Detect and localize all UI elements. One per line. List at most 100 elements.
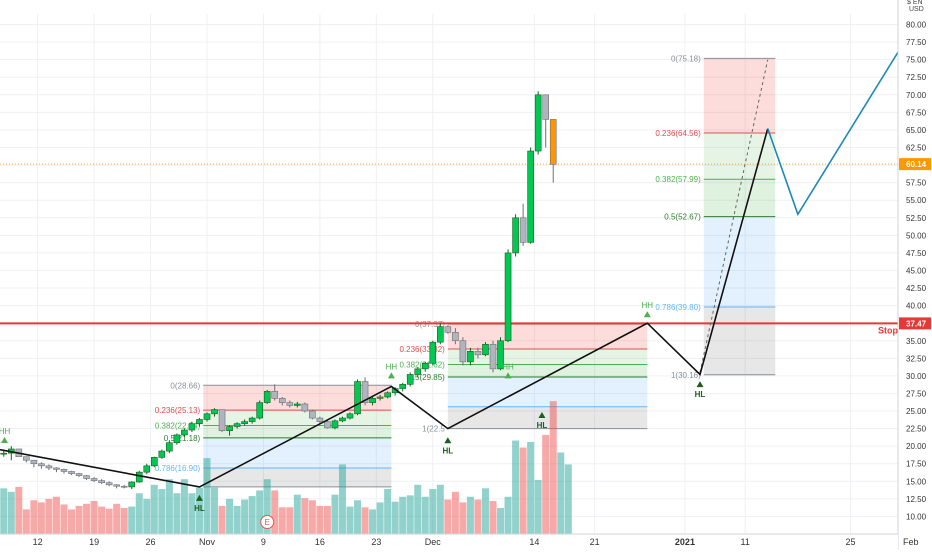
candle-body [384,392,391,398]
volume-bar [354,500,362,534]
volume-bar [256,490,264,534]
event-marker [260,515,275,529]
price-tick-label: 55.00 [906,196,927,205]
volume-bar [211,487,219,534]
volume-bar [504,496,512,534]
candle [263,389,271,404]
candle [83,474,90,480]
volume-bar [331,494,339,534]
price-tick-label: 45.00 [906,266,927,275]
candle [98,479,105,485]
volume-bar [338,464,346,534]
candle-body [45,465,53,469]
candle-body [474,350,482,356]
candle [128,481,136,490]
fib-level-label: 1(22.5 [422,425,445,434]
time-tick-label: 11 [740,537,749,547]
fib-zone [447,406,648,429]
volume-bar [474,499,482,534]
volume-bar [52,496,60,534]
volume-bar [369,509,377,534]
volume-bar [15,486,23,534]
volume-bar [534,479,542,534]
candle-body [38,463,45,467]
price-tick-label: 20.00 [906,442,927,451]
candle [512,214,519,257]
time-tick-label: 21 [590,537,600,547]
volume-bar [203,458,211,534]
price-tick-label: 17.50 [906,460,927,469]
candle-body [489,343,497,370]
candle-body [83,475,90,479]
pivot-label: HH [502,362,514,371]
candle-body [226,426,233,432]
candle-body [233,423,241,427]
fib-zone [703,58,776,134]
price-tick-label: 30.00 [906,372,927,381]
candle-body [23,456,30,461]
candle [294,401,301,408]
price-tick-label: 67.50 [906,108,927,117]
candle-body [143,465,151,473]
candle-body [542,94,549,120]
candle [444,325,452,334]
volume-bar [286,507,294,534]
volume-bar [143,498,151,534]
candle [75,472,83,478]
candle [384,391,391,399]
candle [467,347,474,366]
time-tick-label: 23 [371,537,381,547]
candle-body [421,362,429,370]
candle-body [429,341,437,364]
candle-body [211,409,218,415]
volume-bar [346,506,354,534]
volume-bar [22,509,30,534]
volume-bar [293,494,301,534]
candle [497,337,504,371]
candle-body [30,459,38,465]
volume-bar [399,496,407,534]
fib-level-label: 0.5(29.85) [408,373,445,382]
candle [38,462,45,469]
candle-body [196,419,203,424]
candle [474,347,482,359]
candle-body [68,471,75,474]
time-tick-label: Dec [425,537,442,547]
candle [23,456,30,463]
price-tick-label: 70.00 [906,91,927,100]
volume-bar [105,508,113,534]
volume-bar [195,487,203,534]
fib-level-label: 0.786(16.90) [155,464,201,473]
candle-body [339,417,346,422]
price-tick-label: 62.50 [906,144,927,153]
volume-bar [549,401,557,534]
volume-bar [90,500,98,534]
volume-bar [391,501,399,534]
candle [151,456,158,468]
volume-bar [542,434,550,534]
candle-body [151,457,158,467]
candle [316,416,324,424]
fib-level-label: 0.382(22.94) [155,422,201,431]
candle-body [482,343,489,356]
time-tick-label: 19 [89,537,99,547]
pivot-label: HH [642,301,654,310]
time-tick-label: 2021 [675,537,695,547]
candle-body [113,484,120,487]
volume-bar [135,493,143,534]
stop-price-tag-label: 37.47 [906,319,927,328]
candle [324,419,331,429]
candle [45,464,53,471]
volume-bar [271,490,279,534]
price-tick-label: 80.00 [906,21,927,30]
time-axis-bg [0,534,898,550]
candle [211,408,218,417]
candle-body [459,340,467,363]
candle [248,416,256,424]
candle [241,419,248,426]
volume-bar [128,506,136,534]
time-tick-label: 16 [315,537,325,547]
volume-bar [98,506,106,534]
